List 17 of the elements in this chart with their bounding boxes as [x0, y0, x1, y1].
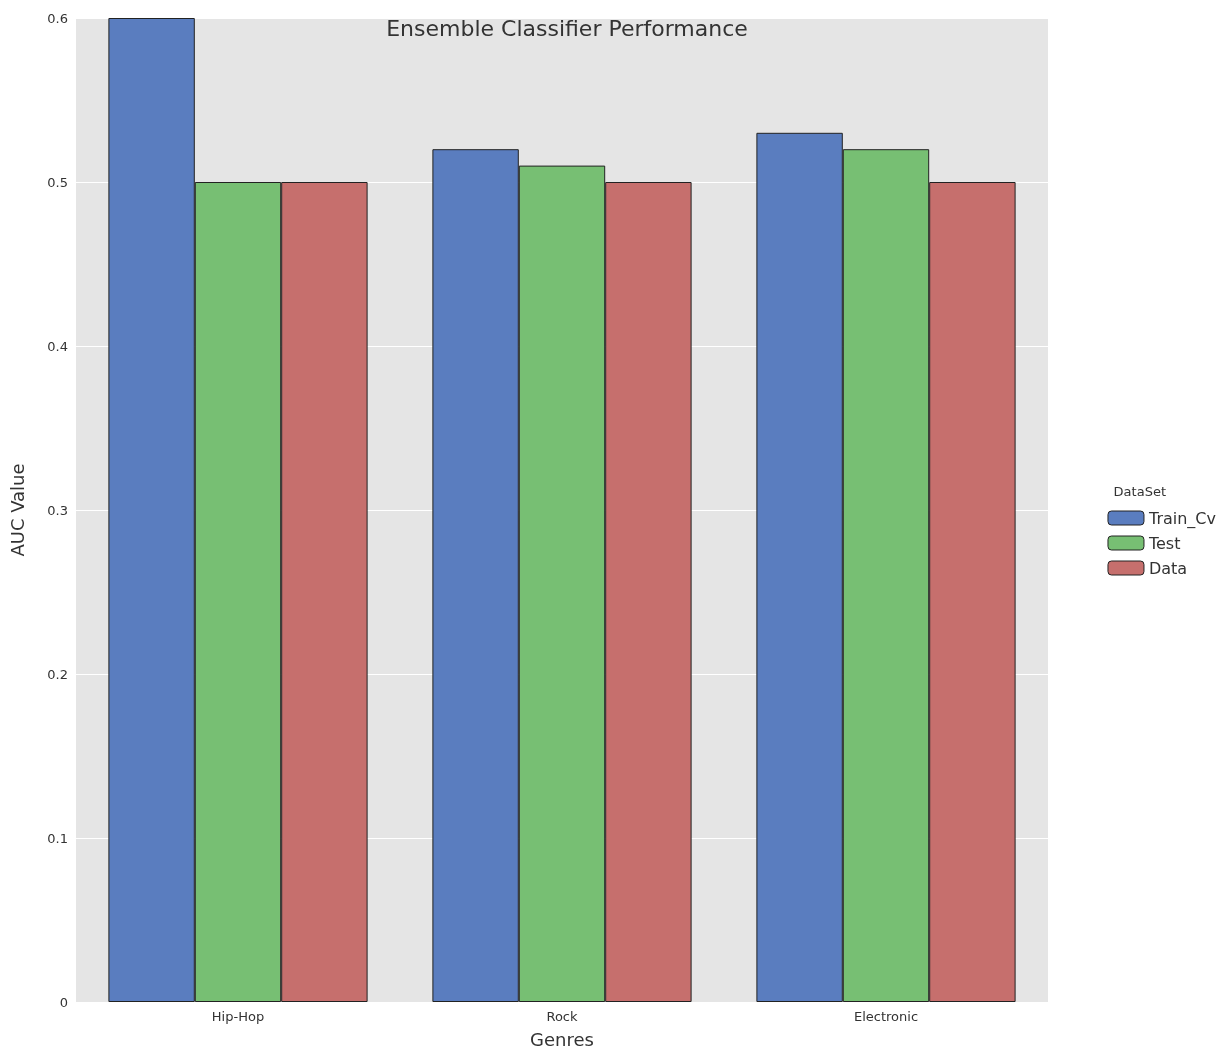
x-tick-label: Electronic [853, 1009, 919, 1024]
y-tick-label: 0.5 [47, 174, 68, 190]
legend-label: Test [1147, 533, 1181, 553]
legend-title: DataSet [1113, 484, 1166, 499]
y-tick-label: 0 [59, 994, 68, 1010]
y-tick-label: 0.1 [47, 830, 68, 846]
y-tick-label: 0.3 [47, 502, 68, 518]
legend-label: Train_Cv [1147, 508, 1216, 529]
y-tick-label: 0.4 [47, 338, 68, 354]
y-tick-label: 0.6 [47, 10, 68, 26]
x-axis-title: Genres [530, 1028, 594, 1050]
chart-title: Ensemble Classifier Performance [386, 15, 748, 41]
y-axis-title: AUC Value [6, 463, 28, 557]
x-tick-label: Hip-Hop [211, 1009, 265, 1024]
legend-label: Data [1148, 558, 1188, 578]
y-tick-label: 0.2 [47, 666, 68, 682]
x-tick-label: Rock [546, 1009, 579, 1024]
